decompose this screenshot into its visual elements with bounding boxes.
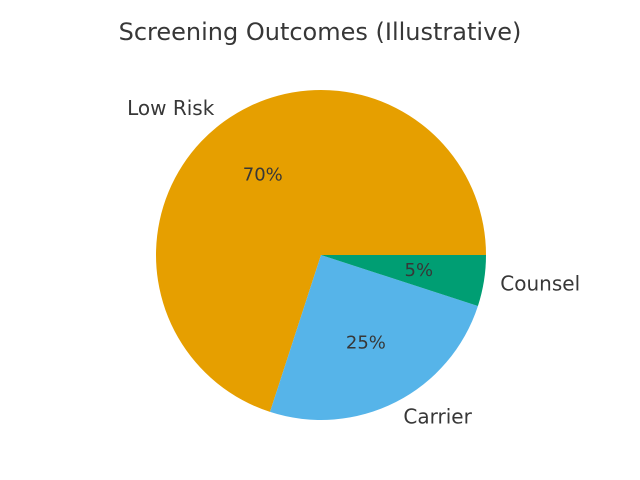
slice-label-counsel: Counsel xyxy=(500,271,580,295)
percent-label-counsel: 5% xyxy=(405,260,434,281)
percent-label-carrier: 25% xyxy=(346,333,386,354)
pie-slice-low-risk xyxy=(155,89,487,412)
slice-label-low-risk: Low Risk xyxy=(127,96,215,120)
pie-slice-counsel xyxy=(321,255,486,306)
pie-slices xyxy=(155,89,487,420)
pie-labels: 70% Low Risk 25% Carrier 5% Counsel xyxy=(127,96,580,429)
percent-label-low-risk: 70% xyxy=(243,164,283,185)
chart-title: Screening Outcomes (Illustrative) xyxy=(119,18,522,46)
slice-label-carrier: Carrier xyxy=(403,405,472,429)
pie-slice-carrier xyxy=(270,255,478,420)
